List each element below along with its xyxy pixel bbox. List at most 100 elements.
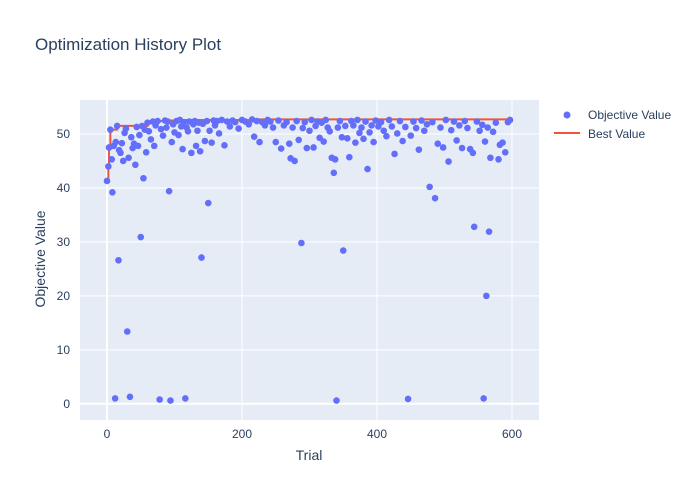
- objective-point[interactable]: [295, 136, 303, 144]
- objective-point[interactable]: [388, 123, 396, 130]
- objective-point[interactable]: [285, 140, 293, 148]
- objective-point[interactable]: [145, 127, 153, 135]
- objective-point[interactable]: [495, 156, 502, 163]
- objective-point[interactable]: [115, 256, 122, 264]
- objective-point[interactable]: [470, 223, 478, 231]
- objective-point[interactable]: [370, 138, 377, 146]
- objective-point[interactable]: [118, 139, 126, 147]
- objective-point[interactable]: [445, 158, 452, 165]
- objective-point[interactable]: [407, 132, 415, 139]
- objective-point[interactable]: [218, 116, 226, 124]
- objective-point[interactable]: [283, 118, 290, 126]
- objective-point[interactable]: [402, 123, 409, 131]
- objective-point[interactable]: [293, 117, 300, 125]
- objective-point[interactable]: [368, 122, 375, 129]
- objective-point[interactable]: [182, 395, 189, 402]
- objective-point[interactable]: [134, 142, 142, 150]
- objective-point[interactable]: [277, 145, 285, 152]
- objective-point[interactable]: [341, 122, 349, 130]
- objective-point[interactable]: [464, 124, 471, 132]
- objective-point[interactable]: [215, 130, 223, 137]
- objective-point[interactable]: [399, 137, 406, 145]
- objective-point[interactable]: [442, 116, 450, 124]
- objective-point[interactable]: [461, 117, 469, 125]
- objective-point[interactable]: [235, 125, 242, 132]
- objective-point[interactable]: [383, 132, 390, 140]
- objective-point[interactable]: [204, 199, 212, 207]
- objective-point[interactable]: [326, 127, 334, 135]
- objective-point[interactable]: [350, 122, 357, 129]
- objective-point[interactable]: [447, 126, 455, 134]
- objective-point[interactable]: [310, 144, 317, 151]
- objective-point[interactable]: [420, 127, 428, 135]
- objective-point[interactable]: [250, 133, 258, 140]
- objective-point[interactable]: [275, 117, 282, 124]
- objective-point[interactable]: [366, 129, 373, 136]
- objective-point[interactable]: [334, 124, 342, 131]
- objective-point[interactable]: [412, 124, 420, 132]
- objective-point[interactable]: [289, 124, 296, 131]
- objective-point[interactable]: [179, 145, 186, 153]
- objective-point[interactable]: [364, 165, 371, 173]
- objective-point[interactable]: [380, 127, 388, 135]
- objective-point[interactable]: [184, 127, 192, 135]
- objective-point[interactable]: [159, 132, 167, 139]
- objective-point[interactable]: [188, 149, 195, 157]
- objective-point[interactable]: [456, 122, 463, 129]
- objective-point[interactable]: [330, 169, 338, 177]
- objective-point[interactable]: [122, 125, 130, 132]
- objective-point[interactable]: [485, 228, 493, 235]
- objective-point[interactable]: [476, 127, 483, 135]
- objective-point[interactable]: [377, 118, 385, 126]
- objective-point[interactable]: [221, 142, 228, 149]
- objective-point[interactable]: [201, 137, 209, 145]
- objective-point[interactable]: [150, 142, 158, 150]
- objective-point[interactable]: [109, 188, 116, 196]
- objective-point[interactable]: [492, 119, 500, 126]
- legend[interactable]: Objective Value Best Value: [554, 108, 671, 141]
- objective-point[interactable]: [111, 395, 119, 402]
- objective-point[interactable]: [198, 254, 205, 261]
- objective-point[interactable]: [473, 118, 481, 125]
- objective-point[interactable]: [410, 118, 417, 125]
- objective-point[interactable]: [272, 138, 280, 146]
- objective-point[interactable]: [299, 124, 307, 132]
- objective-point[interactable]: [322, 116, 330, 124]
- objective-point[interactable]: [320, 138, 327, 145]
- objective-point[interactable]: [483, 292, 490, 300]
- objective-point[interactable]: [480, 395, 487, 402]
- objective-point[interactable]: [245, 120, 253, 128]
- objective-point[interactable]: [489, 128, 497, 136]
- objective-point[interactable]: [165, 187, 173, 195]
- objective-point[interactable]: [484, 124, 492, 131]
- objective-point[interactable]: [206, 127, 213, 135]
- objective-point[interactable]: [117, 149, 124, 157]
- objective-point[interactable]: [487, 154, 494, 162]
- objective-point[interactable]: [107, 126, 114, 133]
- objective-point[interactable]: [404, 395, 412, 403]
- objective-point[interactable]: [429, 118, 436, 126]
- objective-point[interactable]: [423, 120, 431, 128]
- objective-point[interactable]: [418, 117, 425, 124]
- objective-point[interactable]: [479, 121, 486, 129]
- objective-point[interactable]: [306, 127, 313, 135]
- objective-point[interactable]: [344, 135, 351, 142]
- objective-point[interactable]: [303, 144, 311, 152]
- objective-point[interactable]: [336, 117, 344, 125]
- objective-point[interactable]: [105, 163, 112, 170]
- objective-point[interactable]: [156, 396, 163, 403]
- objective-point[interactable]: [203, 117, 211, 125]
- objective-point[interactable]: [439, 144, 447, 151]
- legend-item-best-value[interactable]: Best Value: [554, 127, 645, 141]
- objective-point[interactable]: [298, 239, 305, 247]
- objective-point[interactable]: [458, 144, 466, 152]
- objective-point[interactable]: [125, 154, 132, 162]
- objective-point[interactable]: [437, 124, 444, 131]
- objective-point[interactable]: [391, 150, 398, 158]
- objective-point[interactable]: [415, 146, 423, 153]
- objective-point[interactable]: [269, 124, 277, 131]
- objective-point[interactable]: [119, 157, 127, 165]
- objective-point[interactable]: [163, 124, 170, 131]
- objective-point[interactable]: [450, 118, 458, 125]
- objective-point[interactable]: [354, 116, 361, 124]
